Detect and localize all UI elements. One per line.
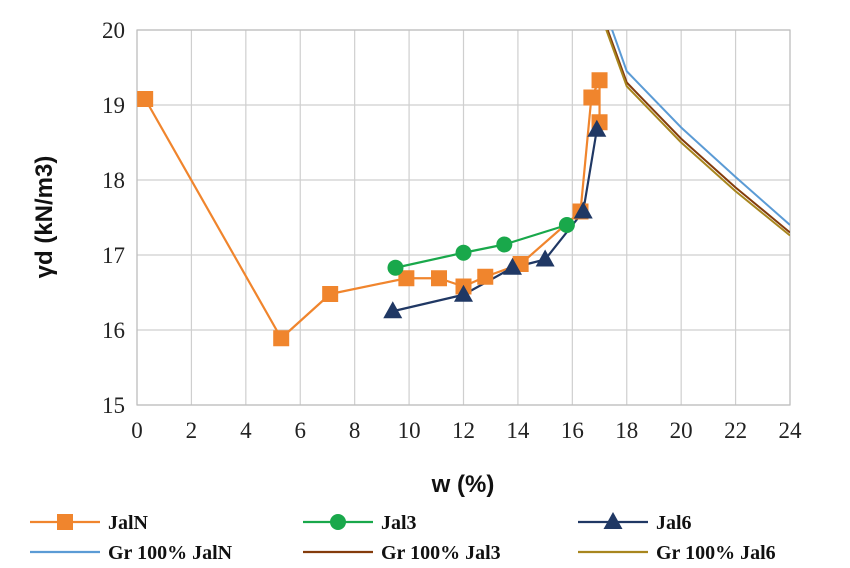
data-point-jal6 [587,119,607,137]
data-point-jal6 [454,284,473,302]
y-tick-label: 20 [102,18,125,43]
legend-item-jaln: JalN [30,512,149,534]
data-point-jaln [137,91,154,107]
data-point-jaln [591,72,608,89]
series-line-gr-100-jaln [611,30,790,226]
data-point-jal3 [387,259,404,276]
data-point-jal6 [502,257,522,275]
x-tick-label: 16 [561,418,584,443]
data-point-jaln [398,270,415,287]
data-point-jaln [273,330,290,347]
x-tick-label: 22 [724,418,747,443]
legend: JalN Jal3 Jal6 Gr 100% JalN Gr 100% Jal3 Gr 1… [30,512,776,564]
x-tick-label: 0 [131,418,143,443]
y-axis-title: γd (kN/m3) [31,156,58,279]
data-point-jaln [477,268,494,285]
legend-item-gr-100-jaln: Gr 100% JalN [30,542,233,564]
legend-marker-jal3 [330,514,346,530]
x-tick-label: 20 [670,418,693,443]
series-line-jal3 [395,223,568,269]
legend-item-jal6: Jal6 [578,512,692,534]
legend-label-jal6: Jal6 [656,512,692,534]
grid [136,29,791,406]
series-markers [137,72,608,347]
x-tick-label: 2 [186,418,198,443]
data-point-jal6 [573,201,593,219]
x-tick-label: 24 [779,418,803,443]
x-tick-label: 6 [295,418,307,443]
data-point-jal3 [496,236,513,253]
series-line-gr-100-jal3 [606,30,790,234]
y-tick-label: 18 [102,168,125,193]
series-line-gr-100-jal6 [605,30,790,237]
legend-label-jaln: JalN [108,512,149,534]
legend-marker-jaln [57,514,73,530]
data-point-jal6 [383,301,403,319]
data-point-jal3 [558,217,575,233]
legend-marker-jal6 [603,512,623,529]
x-tick-label: 18 [615,418,638,443]
series-line-jaln [144,79,601,340]
data-point-jaln [322,286,339,302]
y-tick-label: 19 [102,93,125,118]
y-tick-label: 16 [102,318,125,343]
data-point-jaln [583,89,600,106]
data-point-jal6 [535,249,555,267]
x-tick-label: 12 [452,418,475,443]
plot-area [136,29,791,406]
data-point-jaln [431,270,448,287]
x-tick-label: 14 [506,418,530,443]
legend-label-gr-100-jaln: Gr 100% JalN [108,542,233,564]
x-axis-title: w (%) [431,471,495,498]
x-tick-label: 10 [398,418,421,443]
series-line-jal6 [392,129,598,313]
legend-label-jal3: Jal3 [381,512,417,534]
legend-label-gr-100-jal3: Gr 100% Jal3 [381,542,501,564]
legend-label-gr-100-jal6: Gr 100% Jal6 [656,542,776,564]
y-tick-label: 17 [102,243,125,268]
legend-item-jal3: Jal3 [303,512,417,534]
legend-item-gr-100-jal6: Gr 100% Jal6 [578,542,776,564]
data-point-jal3 [455,244,472,261]
x-tick-label: 4 [240,418,252,443]
y-tick-label: 15 [102,393,125,418]
legend-item-gr-100-jal3: Gr 100% Jal3 [303,542,501,564]
x-tick-label: 8 [349,418,361,443]
